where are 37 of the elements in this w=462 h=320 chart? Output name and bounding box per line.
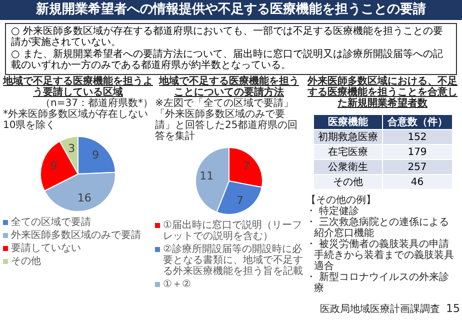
category-label: 初期救急医療 [313, 130, 382, 144]
text: 医療機能 [328, 117, 368, 128]
legend-label: 要請していない [11, 243, 81, 254]
text: ・ 新型コロナウイルスの外来診療 [306, 272, 450, 294]
text: 合意数（件） [387, 117, 448, 128]
text: ・ 特定健診 [306, 206, 360, 217]
text: ○ また、新規開業希望者への要請方法について、届出時に窓口で説明又は診療所開設届等への記載のいずれか一方のみである都道府県が約半数となっている。 [11, 49, 443, 71]
chart-subtitle: （n=37：都道府県数*） [40, 98, 153, 109]
category-label: 公衆衛生 [313, 160, 382, 174]
text: ※左図で「全ての区域で要請」「外来医師多数区域のみで要請」と回答した25都道府県の回答を集計 [155, 98, 298, 142]
data-label: 3 [68, 142, 76, 156]
legend-label: ②診療所開設届等の開設時に必要となる書類に、地域で不足する外来医療機能を担う旨を記載 [163, 244, 303, 277]
legend-label: ①＋② [163, 279, 191, 290]
text: ・ 被災労働者の義肢装具の申請手続きから装着までの義肢装具適合 [306, 239, 454, 272]
data-label: 9 [50, 159, 58, 172]
text: 医政局地域医療計画課調査 [320, 304, 440, 315]
data-label: 16 [77, 192, 92, 205]
legend-label: ①届出時に窓口で説明（リーフレットでの説明を含む） [163, 220, 303, 242]
category-label: 在宅医療 [313, 144, 382, 160]
data-label: 152 [382, 130, 452, 144]
data-label: 11 [200, 170, 214, 183]
data-label: 179 [382, 144, 452, 160]
data-label: 7 [243, 159, 250, 172]
text: 新規開業希望者への情報提供や不足する医療機能を担うことの要請 [36, 2, 426, 17]
legend-label: 外来医師多数区域のみで要請 [11, 230, 141, 241]
text: ○ 外来医師多数区域が存在する都道府県においても、一部では不足する医療機能を担うことの要請が実施されていない。 [11, 26, 443, 48]
category-label: その他 [313, 174, 382, 190]
legend-label: その他 [11, 256, 41, 267]
data-label: 9 [92, 148, 100, 162]
data-label: 7 [236, 194, 244, 207]
data-label: 257 [382, 160, 452, 174]
text: *外来医師多数区域が存在しない10県を除く [3, 109, 148, 131]
text: 15 [446, 302, 460, 315]
data-label: 46 [382, 174, 452, 190]
text: 【その他の例】 [306, 195, 376, 206]
legend-label: 全ての区域で要請 [11, 217, 91, 228]
text: ・ 三次救急病院との連係による紹介窓口機能 [306, 217, 450, 239]
